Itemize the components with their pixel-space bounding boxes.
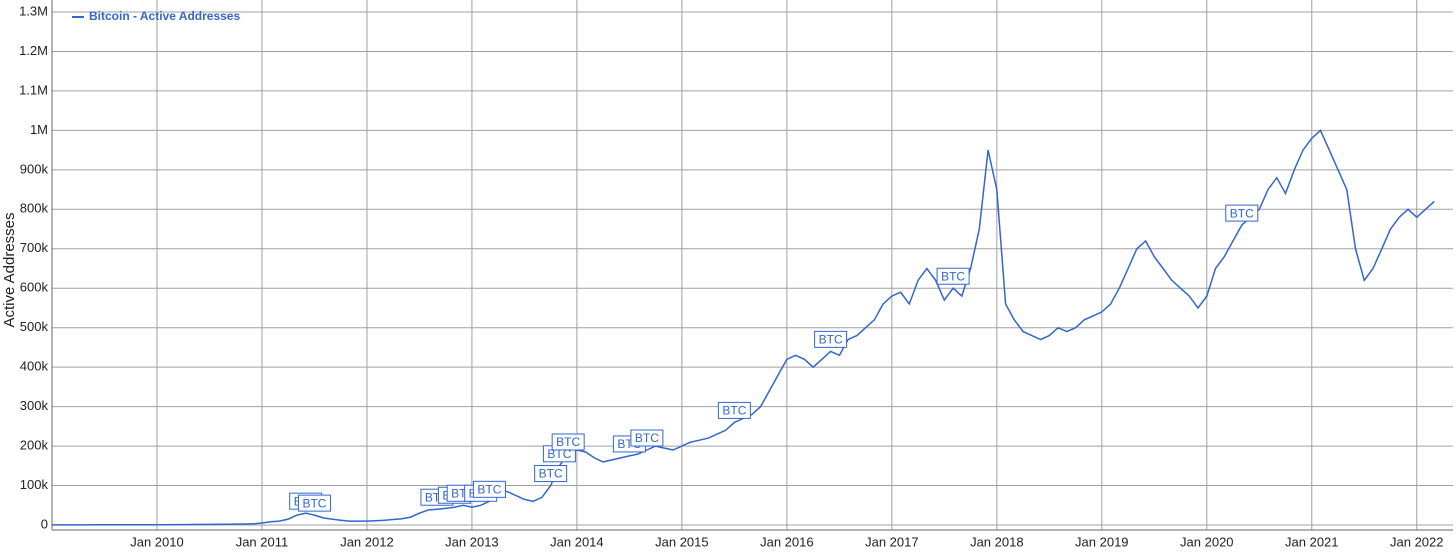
y-tick-label: 400k (20, 359, 49, 374)
annotation-label: BTC (941, 269, 965, 283)
y-axis-label: Active Addresses (1, 212, 18, 327)
x-tick-label: Jan 2016 (760, 534, 814, 549)
annotation-box (534, 465, 568, 483)
annotation-box (630, 429, 664, 447)
annotation-label: BTC (1230, 206, 1254, 220)
annotation-label: BTC (819, 333, 843, 347)
annotation-box (551, 433, 585, 451)
annotation-flag: BTC (717, 401, 751, 419)
y-tick-label: 1M (30, 122, 48, 137)
x-tick-label: Jan 2015 (655, 534, 709, 549)
annotation-flag: BTC (472, 480, 506, 498)
y-tick-label: 200k (20, 438, 49, 453)
annotation-flag: BTC (297, 494, 331, 512)
y-tick-label: 1.2M (19, 43, 48, 58)
annotation-label: BTC (547, 447, 571, 461)
y-tick-label: 500k (20, 319, 49, 334)
annotation-flag: BTC (630, 429, 664, 447)
x-tick-label: Jan 2018 (970, 534, 1024, 549)
annotation-label: BTC (302, 496, 326, 510)
x-tick-label: Jan 2012 (340, 534, 394, 549)
annotation-box (717, 401, 751, 419)
x-tick-label: Jan 2014 (550, 534, 604, 549)
y-tick-label: 0 (41, 516, 48, 531)
x-tick-label: Jan 2019 (1075, 534, 1129, 549)
annotation-flag: BTC (1225, 204, 1259, 222)
x-tick-label: Jan 2022 (1390, 534, 1444, 549)
annotation-box (936, 267, 970, 285)
x-tick-label: Jan 2020 (1180, 534, 1234, 549)
y-tick-label: 700k (20, 240, 49, 255)
annotation-label: BTC (539, 467, 563, 481)
x-tick-label: Jan 2013 (445, 534, 499, 549)
x-tick-label: Jan 2021 (1285, 534, 1339, 549)
annotation-box (1225, 204, 1259, 222)
annotation-flag: BTC (814, 330, 848, 348)
annotation-label: BTC (477, 482, 501, 496)
y-tick-label: 100k (20, 477, 49, 492)
annotation-flag: BTC (534, 465, 568, 483)
y-tick-label: 800k (20, 201, 49, 216)
y-tick-label: 300k (20, 398, 49, 413)
annotation-flag: BTC (551, 433, 585, 451)
annotation-box (472, 480, 506, 498)
y-tick-label: 1.1M (19, 82, 48, 97)
annotation-label: BTC (722, 404, 746, 418)
x-tick-label: Jan 2010 (130, 534, 184, 549)
annotation-box (814, 330, 848, 348)
legend-label: Bitcoin - Active Addresses (89, 9, 240, 23)
annotation-box (297, 494, 331, 512)
annotation-label: BTC (635, 431, 659, 445)
x-tick-label: Jan 2011 (236, 534, 289, 549)
annotation-flag: BTC (936, 267, 970, 285)
y-tick-label: 600k (20, 280, 49, 295)
x-tick-label: Jan 2017 (865, 534, 919, 549)
annotation-label: BTC (556, 435, 580, 449)
y-tick-label: 1.3M (19, 3, 48, 18)
y-tick-label: 900k (20, 161, 49, 176)
